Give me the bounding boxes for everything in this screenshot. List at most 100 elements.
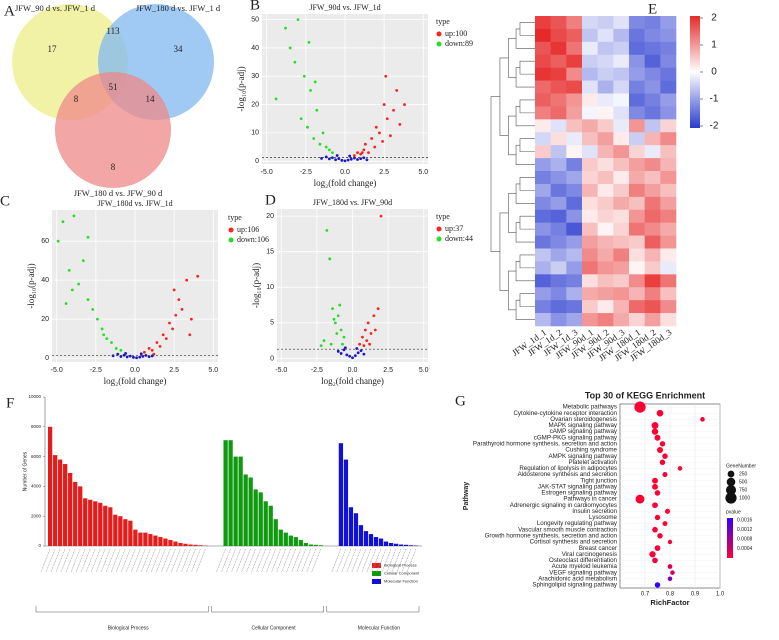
dot <box>655 490 661 496</box>
heat-cell <box>535 68 551 81</box>
bar <box>284 533 288 546</box>
point <box>374 329 377 332</box>
dendrogram-branch <box>516 68 535 87</box>
y-tick-label: 10000 <box>28 394 41 399</box>
category-tick-label <box>312 549 321 572</box>
point <box>344 346 347 349</box>
point <box>320 344 323 347</box>
heat-cell <box>598 184 614 197</box>
legend-title: type <box>436 212 450 221</box>
category-tick-label <box>282 549 291 572</box>
heat-cell <box>535 274 551 287</box>
plot-title: Top 30 of KEGG Enrichment <box>585 390 705 400</box>
point <box>171 327 174 330</box>
heat-cell <box>645 236 661 249</box>
venn-count: 8 <box>111 162 116 172</box>
point <box>398 123 401 126</box>
heat-cell <box>660 261 676 274</box>
heat-cell <box>645 132 661 145</box>
heat-cell <box>566 145 582 158</box>
dot <box>636 495 645 504</box>
y-tick-label: 60 <box>41 238 49 245</box>
bar <box>63 464 67 546</box>
panel-letter: A <box>4 3 15 19</box>
heat-cell <box>598 300 614 313</box>
heat-cell <box>629 145 645 158</box>
heat-cell <box>535 158 551 171</box>
point <box>68 269 71 272</box>
category-tick-label <box>242 549 251 572</box>
heat-cell <box>598 287 614 300</box>
point <box>333 318 336 321</box>
category-tick-label <box>176 549 185 572</box>
heat-cell <box>613 171 629 184</box>
heat-cell <box>629 223 645 236</box>
point <box>156 341 159 344</box>
heat-cell <box>566 300 582 313</box>
heat-cell <box>629 171 645 184</box>
point <box>151 349 154 352</box>
size-legend-label: 1000 <box>739 495 750 501</box>
heat-cell <box>660 184 676 197</box>
legend-title: type <box>228 213 242 222</box>
x-tick-label: -2.5 <box>300 169 312 176</box>
point <box>168 322 171 325</box>
heat-cell <box>613 145 629 158</box>
x-axis-label: log₂(fold change) <box>321 376 384 386</box>
point <box>116 353 119 356</box>
bar <box>309 545 313 546</box>
category-tick-label <box>237 549 246 572</box>
point <box>177 298 180 301</box>
point <box>293 61 296 64</box>
point <box>351 356 354 359</box>
category-tick-label <box>146 549 155 572</box>
heat-cell <box>551 158 567 171</box>
heat-cell <box>629 16 645 29</box>
heat-cell <box>598 223 614 236</box>
heat-cell <box>613 313 629 326</box>
point <box>148 347 151 350</box>
legend-marker <box>437 32 442 37</box>
bar <box>108 507 112 546</box>
bar <box>399 545 403 546</box>
point <box>362 148 365 151</box>
heat-cell <box>613 249 629 262</box>
heat-cell <box>598 274 614 287</box>
category-tick-label <box>41 549 50 572</box>
point <box>328 158 331 161</box>
dot <box>668 577 673 582</box>
category-tick-label <box>292 549 301 572</box>
point <box>370 137 373 140</box>
bar <box>299 540 303 546</box>
point <box>340 352 343 355</box>
dendrogram-branch <box>491 97 500 252</box>
heat-cell <box>629 274 645 287</box>
point <box>366 158 369 161</box>
point <box>312 137 315 140</box>
point <box>102 333 105 336</box>
heat-cell <box>566 119 582 132</box>
category-tick-label <box>247 549 256 572</box>
heat-cell <box>613 29 629 42</box>
heat-cell <box>629 261 645 274</box>
point <box>196 275 199 278</box>
bar <box>249 477 253 546</box>
heat-cell <box>535 210 551 223</box>
heat-cell <box>535 171 551 184</box>
point <box>367 151 370 154</box>
heat-cell <box>629 42 645 55</box>
legend-title: type <box>436 17 450 26</box>
point <box>132 356 135 359</box>
bar <box>228 440 232 546</box>
bar <box>344 460 348 546</box>
bar <box>48 427 52 546</box>
heat-cell <box>551 119 567 132</box>
bar <box>234 457 238 546</box>
heat-cell <box>551 68 567 81</box>
heat-cell <box>598 55 614 68</box>
dot <box>657 447 663 453</box>
heat-cell <box>645 158 661 171</box>
point <box>340 329 343 332</box>
heat-cell <box>535 287 551 300</box>
bar <box>244 474 248 546</box>
